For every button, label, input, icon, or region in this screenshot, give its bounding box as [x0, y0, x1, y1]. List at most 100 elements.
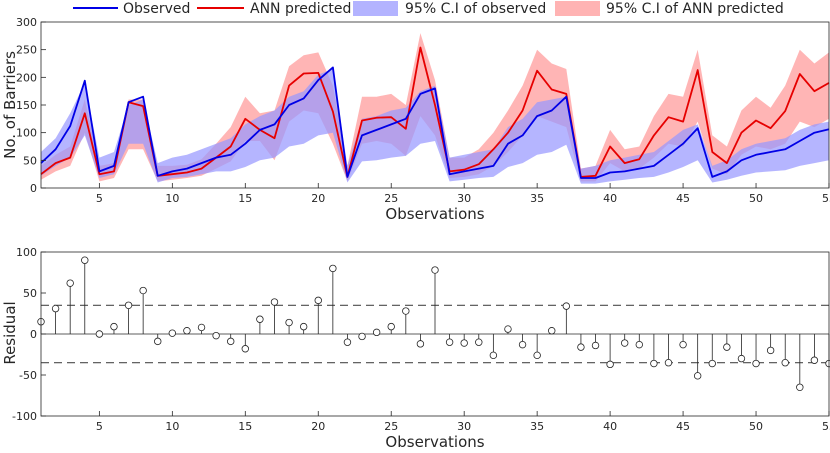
residual-marker	[416, 340, 425, 348]
residual-marker	[212, 331, 220, 340]
residual-marker	[679, 340, 687, 349]
residual-marker	[533, 351, 541, 360]
residual-marker	[227, 337, 235, 346]
residual-marker	[110, 322, 118, 331]
residual-marker	[183, 327, 191, 335]
bottom-y-tick-label: 100	[16, 246, 37, 259]
legend-ci-ann-label: 95% C.I of ANN predicted	[606, 1, 784, 17]
residual-marker	[577, 343, 585, 351]
residual-marker	[591, 341, 600, 350]
residual-marker	[475, 338, 483, 346]
top-y-axis-label: No. of Barriers	[1, 51, 19, 159]
residual-marker	[606, 360, 614, 369]
top-y-tick-label: 200	[16, 71, 37, 84]
top-y-tick-label: 100	[16, 127, 37, 140]
residual-marker	[299, 322, 308, 331]
residual-marker	[402, 307, 410, 315]
legend-observed-label: Observed	[123, 1, 190, 17]
residual-marker	[343, 338, 352, 346]
residual-marker	[124, 301, 133, 309]
residual-marker	[489, 351, 498, 360]
series-line-observed	[40, 66, 830, 179]
legend-ci-observed-swatch	[353, 1, 398, 16]
residual-marker	[270, 298, 279, 306]
top-y-tick-label: 50	[23, 154, 37, 167]
top-x-tick-label: 30	[457, 192, 471, 205]
residual-marker	[635, 340, 643, 349]
bottom-x-tick-label: 20	[311, 420, 325, 433]
top-x-tick-label: 40	[603, 192, 617, 205]
top-y-tick-label: 150	[16, 99, 37, 112]
residual-marker	[285, 318, 293, 327]
residual-marker	[241, 345, 249, 353]
bottom-x-tick-label: 55	[822, 420, 830, 433]
residual-marker	[51, 304, 60, 313]
top-y-tick-label: 300	[16, 16, 37, 29]
residual-marker	[168, 329, 177, 337]
bottom-y-tick-label: 0	[30, 328, 37, 341]
residual-marker	[314, 296, 322, 305]
residual-marker	[650, 359, 658, 368]
residual-marker	[445, 338, 454, 346]
bottom-x-tick-label: 40	[603, 420, 617, 433]
bottom-x-axis-label: Observations	[385, 433, 484, 449]
ci-band-observed	[41, 69, 829, 184]
residual-marker	[708, 359, 716, 368]
residual-marker	[562, 302, 571, 310]
residual-marker	[723, 343, 731, 351]
residual-marker	[256, 315, 264, 323]
residual-marker	[737, 354, 746, 363]
residual-marker	[372, 328, 381, 337]
series-line-ann-predicted	[40, 46, 830, 178]
bottom-y-tick-label: -100	[12, 410, 37, 423]
top-x-tick-label: 20	[311, 192, 325, 205]
bottom-x-tick-label: 35	[530, 420, 544, 433]
legend-ann-label: ANN predicted	[250, 1, 351, 17]
bottom-y-axis-label: Residual	[1, 301, 19, 364]
top-x-tick-label: 50	[749, 192, 763, 205]
residual-marker	[197, 323, 206, 332]
residual-marker	[693, 372, 702, 380]
residual-marker	[66, 279, 74, 287]
bottom-y-tick-label: -50	[19, 369, 37, 382]
top-x-tick-label: 55	[822, 192, 830, 205]
top-x-tick-label: 5	[96, 192, 103, 205]
top-y-tick-label: 0	[30, 182, 37, 195]
residual-marker	[139, 286, 147, 295]
bottom-x-tick-label: 45	[676, 420, 690, 433]
bottom-x-tick-label: 50	[749, 420, 763, 433]
bottom-x-tick-label: 10	[165, 420, 179, 433]
residual-marker	[621, 339, 629, 347]
residual-marker	[781, 359, 789, 367]
residual-marker	[154, 337, 162, 346]
bottom-panel: 5 10 15 20 25 30 35 40 45 50 55 -100 -50 0 50 100 Obse…	[1, 246, 830, 451]
bottom-x-tick-label: 15	[238, 420, 252, 433]
residual-marker	[95, 330, 104, 338]
residual-marker	[431, 266, 439, 274]
top-x-tick-label: 10	[165, 192, 179, 205]
residual-marker	[81, 256, 89, 264]
residual-marker	[387, 322, 395, 331]
legend-ci-observed-label: 95% C.I of observed	[405, 1, 546, 17]
residual-marker	[358, 332, 366, 341]
residual-marker	[664, 359, 673, 367]
bottom-y-tick-label: 50	[23, 287, 37, 300]
top-x-tick-label: 15	[238, 192, 252, 205]
bottom-x-tick-label: 30	[457, 420, 471, 433]
bottom-x-tick-label: 25	[384, 420, 398, 433]
top-x-tick-label: 45	[676, 192, 690, 205]
residual-marker	[504, 325, 512, 333]
residual-marker	[752, 359, 760, 368]
residual-marker	[329, 264, 337, 273]
residual-marker	[810, 356, 819, 364]
residual-marker	[796, 383, 804, 391]
top-x-tick-label: 35	[530, 192, 544, 205]
legend: Observed ANN predicted 95% C.I of observ…	[73, 1, 784, 17]
residual-marker	[766, 346, 775, 355]
top-x-axis-label: Observations	[385, 205, 484, 223]
top-y-tick-label: 250	[16, 44, 37, 57]
residual-marker	[548, 327, 556, 335]
residual-marker	[460, 339, 468, 347]
